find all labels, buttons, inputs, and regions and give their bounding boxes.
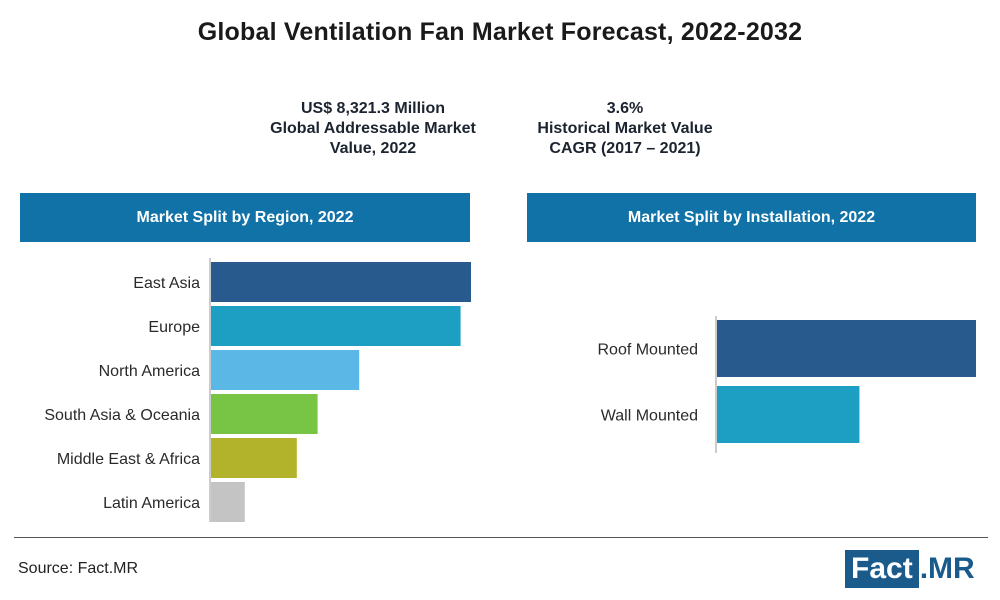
bar-middle-east-and-africa [211,438,297,478]
kpi-period: (2022 – 2032) [73,139,173,157]
bar-roof-mounted [717,320,976,377]
kpi-residential-share: 25.2% Residential Market Value Share, 20… [766,74,988,183]
logo-box: Fact [845,550,919,588]
category-label-east-asia: East Asia [133,275,200,292]
kpi-value: US$ 8,321.3 Million [300,99,446,117]
logo-text: .MR [919,552,975,585]
kpi-label: Residential Market Value [783,119,971,137]
region-section-header: Market Split by Region, 2022 [20,193,470,242]
kpi-addressable-market: US$ 8,321.3 Million Global Addressable M… [262,74,484,183]
chart-title: Global Ventilation Fan Market Forecast, … [197,18,803,46]
bar-charts: East Asia Europe North America South Asia &… [44,258,976,522]
source-note: Source: Fact.MR [18,560,139,577]
kpi-label: Historical Market Value [537,119,713,137]
category-label-roof-mounted: Roof Mounted [597,342,698,359]
category-label-latin-america: Latin America [103,495,200,512]
installation-section-header: Market Split by Installation, 2022 [527,193,976,242]
kpi-period: CAGR (2017 – 2021) [549,139,701,157]
kpi-market-cagr: 3.9% Global Market Value CAGR (2022 – 20… [12,74,234,183]
category-label-middle-east-and-africa: Middle East & Africa [57,451,200,468]
bar-latin-america [211,482,245,522]
factmr-logo: Fact .MR [845,550,975,588]
kpi-historical-cagr: 3.6% Historical Market Value CAGR (2017 … [514,74,736,183]
category-label-europe: Europe [148,319,200,336]
bar-south-asia-and-oceania [211,394,318,434]
bar-wall-mounted [717,386,860,443]
category-label-wall-mounted: Wall Mounted [601,408,698,425]
footer-divider [14,537,988,538]
bar-east-asia [211,262,471,302]
bar-north-america [211,350,360,390]
category-label-south-asia-and-oceania: South Asia & Oceania [44,407,200,424]
kpi-value: 3.6% [606,99,644,117]
category-label-north-america: North America [99,363,200,380]
bar-europe [211,306,461,346]
kpi-value: 3.9% [104,99,142,117]
kpi-period: Value, 2022 [329,139,417,157]
kpi-label: Global Market Value CAGR [21,119,225,137]
kpi-label: Global Addressable Market [270,119,476,137]
kpi-value: 25.2% [854,99,900,117]
kpi-period: Share, 2022 [832,139,922,157]
